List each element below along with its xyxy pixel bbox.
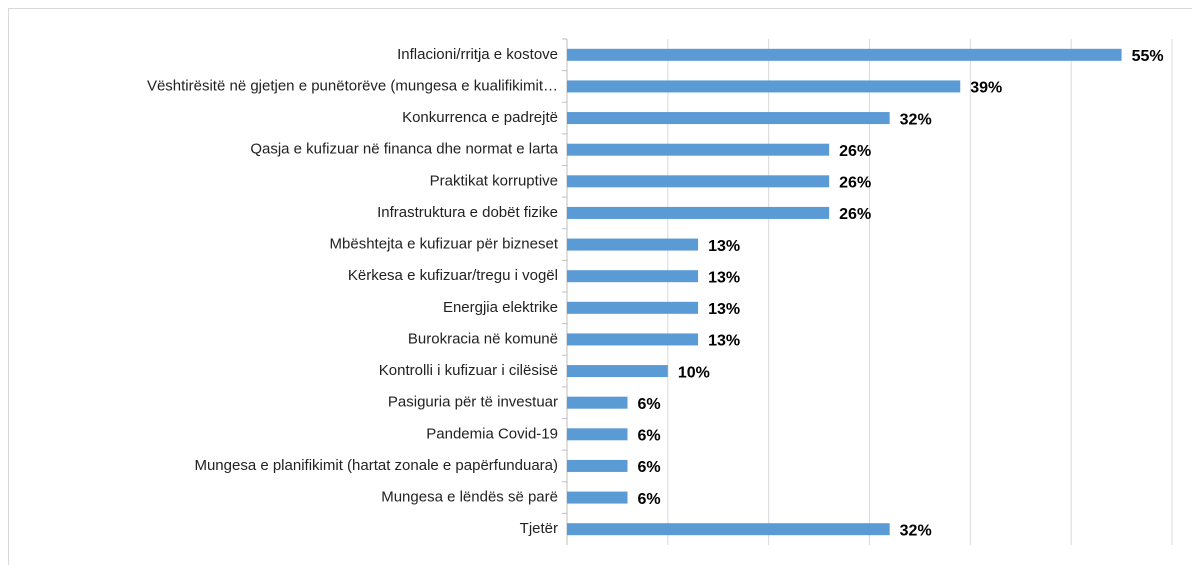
value-label: 6% — [638, 459, 661, 476]
y-tick-label: Mungesa e lëndës së parë — [381, 489, 558, 506]
value-label: 26% — [839, 206, 871, 223]
value-label: 26% — [839, 175, 871, 192]
bar — [567, 112, 890, 125]
y-tick-label: Konkurrenca e padrejtë — [402, 109, 558, 126]
value-label: 39% — [970, 80, 1002, 97]
value-label: 32% — [900, 111, 932, 128]
bar — [567, 523, 890, 536]
bar — [567, 396, 628, 409]
bar — [567, 365, 668, 378]
value-label: 6% — [638, 396, 661, 413]
y-tick-label: Kërkesa e kufizuar/tregu i vogël — [348, 267, 558, 284]
y-tick-label: Qasja e kufizuar në financa dhe normat e… — [250, 141, 558, 158]
bar — [567, 270, 699, 283]
y-tick-label: Infrastruktura e dobët fizike — [377, 204, 558, 221]
value-label: 13% — [708, 238, 740, 255]
value-label: 13% — [708, 333, 740, 350]
y-tick-label: Tjetër — [520, 520, 558, 537]
bar — [567, 206, 830, 219]
bar — [567, 301, 699, 314]
bar — [567, 175, 830, 188]
chart-frame — [8, 8, 1192, 565]
bar — [567, 48, 1122, 61]
y-tick-label: Pandemia Covid-19 — [426, 425, 558, 442]
bar — [567, 333, 699, 346]
value-label: 13% — [708, 301, 740, 318]
value-label: 6% — [638, 428, 661, 445]
value-label: 10% — [678, 364, 710, 381]
y-tick-label: Praktikat korruptive — [430, 172, 558, 189]
y-tick-label: Mbështejta e kufizuar për bizneset — [330, 236, 559, 253]
bar — [567, 491, 628, 504]
bar — [567, 143, 830, 156]
bar — [567, 80, 961, 93]
bar — [567, 428, 628, 441]
y-tick-label: Kontrolli i kufizuar i cilësisë — [379, 362, 558, 379]
value-label: 6% — [638, 491, 661, 508]
bar — [567, 238, 699, 251]
y-tick-label: Energjia elektrike — [443, 299, 558, 316]
y-tick-label: Pasiguria për të investuar — [388, 394, 558, 411]
y-tick-label: Burokracia në komunë — [408, 330, 558, 347]
value-label: 55% — [1132, 48, 1164, 65]
y-tick-label: Vështirësitë në gjetjen e punëtorëve (mu… — [147, 77, 558, 94]
value-label: 13% — [708, 269, 740, 286]
y-tick-label: Mungesa e planifikimit (hartat zonale e … — [194, 457, 558, 474]
value-label: 26% — [839, 143, 871, 160]
value-label: 32% — [900, 522, 932, 539]
y-tick-label: Inflacioni/rritja e kostove — [397, 46, 558, 63]
bar — [567, 459, 628, 472]
